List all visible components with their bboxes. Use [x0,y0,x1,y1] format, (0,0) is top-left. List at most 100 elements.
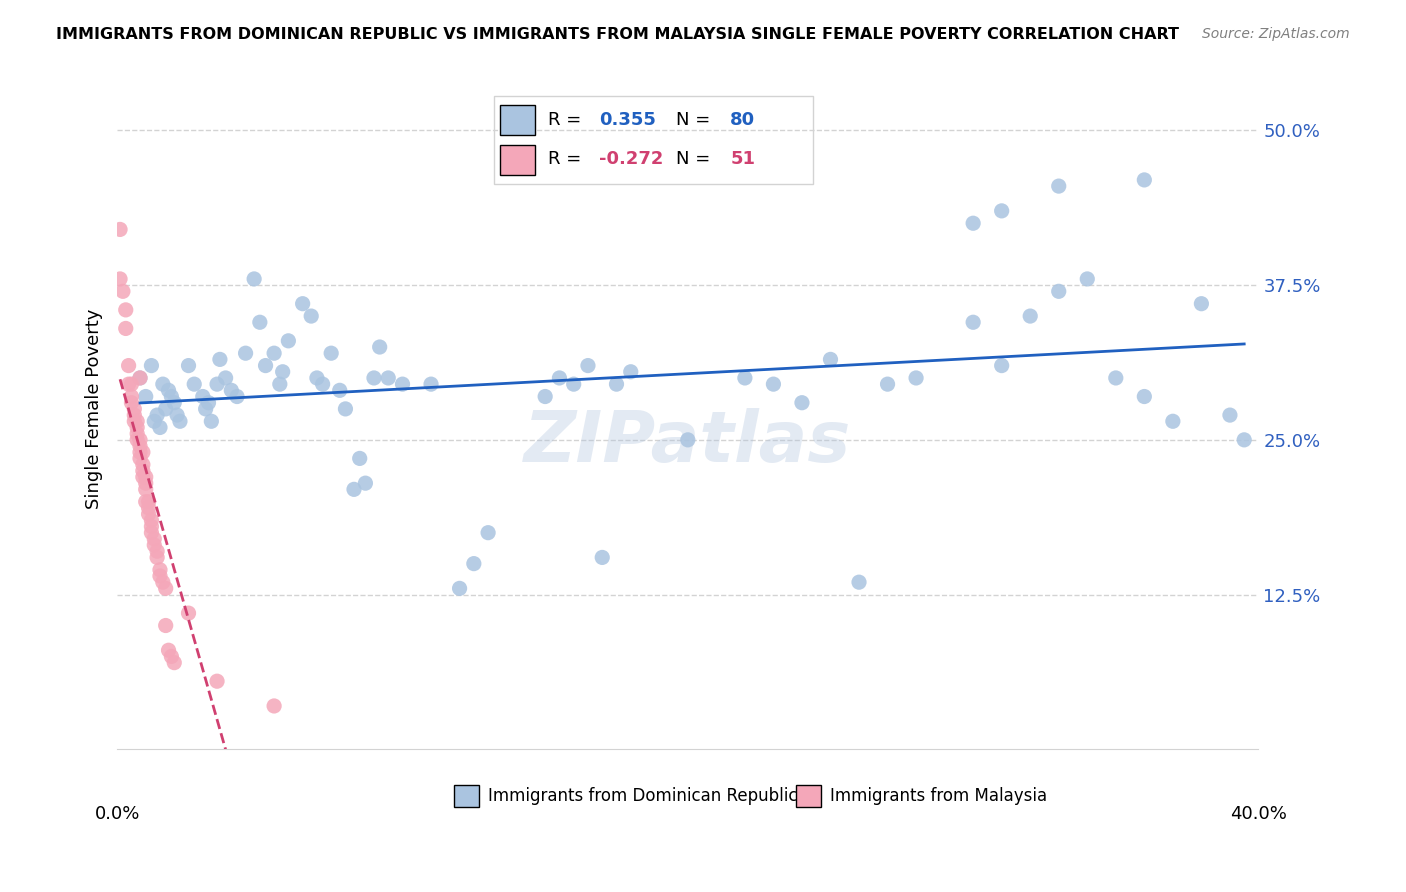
Point [205,377,228,392]
Point [143,538,166,552]
Point [368,340,391,354]
Point [152,575,174,590]
FancyBboxPatch shape [796,785,821,807]
Point [149,569,172,583]
Point [226,390,249,404]
Text: Source: ZipAtlas.com: Source: ZipAtlas.com [1202,27,1350,41]
Point [1133,390,1156,404]
Point [117,377,139,392]
Point [197,395,219,409]
Point [269,377,291,392]
Point [120,377,142,392]
Point [1019,309,1042,323]
Point [141,513,163,527]
Point [129,451,152,466]
Point [200,414,222,428]
Point [1161,414,1184,428]
Point [235,346,257,360]
Point [146,544,169,558]
Point [762,377,785,392]
Point [129,371,152,385]
Point [1047,285,1070,299]
Y-axis label: Single Female Poverty: Single Female Poverty [86,309,103,509]
Text: 0.0%: 0.0% [94,805,139,823]
Point [249,315,271,329]
Point [108,272,131,286]
Text: 40.0%: 40.0% [1230,805,1286,823]
Point [291,296,314,310]
Point [534,390,557,404]
Point [311,377,333,392]
Point [354,476,377,491]
Point [321,346,343,360]
Point [117,359,139,373]
Point [129,433,152,447]
Point [155,618,177,632]
Point [576,359,599,373]
Point [163,395,186,409]
Point [962,216,984,230]
Point [591,550,613,565]
Point [343,483,366,497]
Point [127,414,149,428]
Point [194,401,217,416]
Text: IMMIGRANTS FROM DOMINICAN REPUBLIC VS IMMIGRANTS FROM MALAYSIA SINGLE FEMALE POV: IMMIGRANTS FROM DOMINICAN REPUBLIC VS IM… [56,27,1180,42]
Point [114,321,136,335]
Point [129,371,152,385]
Point [160,649,183,664]
Point [155,401,177,416]
Point [129,445,152,459]
Point [111,285,134,299]
Point [135,390,157,404]
Point [132,445,155,459]
Point [271,365,294,379]
Point [163,656,186,670]
Point [127,426,149,441]
Point [138,500,160,515]
Point [166,408,188,422]
Point [449,582,471,596]
Point [463,557,485,571]
Point [208,352,231,367]
Point [177,606,200,620]
Point [1233,433,1256,447]
Point [349,451,371,466]
Point [127,433,149,447]
FancyBboxPatch shape [454,785,479,807]
Point [143,532,166,546]
Point [135,470,157,484]
Point [132,464,155,478]
Point [734,371,756,385]
Point [790,395,813,409]
Point [990,359,1012,373]
Point [548,371,571,385]
Point [477,525,499,540]
Point [135,483,157,497]
Point [243,272,266,286]
Point [146,408,169,422]
Point [143,414,166,428]
Point [108,222,131,236]
Point [363,371,385,385]
Point [876,377,898,392]
Point [277,334,299,348]
Point [141,525,163,540]
Point [141,519,163,533]
Point [676,433,699,447]
Point [263,346,285,360]
Point [1076,272,1098,286]
Point [138,494,160,508]
Point [138,507,160,521]
Point [114,302,136,317]
Point [183,377,205,392]
Point [191,390,214,404]
Point [263,698,285,713]
Point [157,384,180,398]
Point [605,377,627,392]
Point [377,371,399,385]
Point [157,643,180,657]
Point [120,395,142,409]
Point [221,384,243,398]
Point [420,377,443,392]
Text: ZIPatlas: ZIPatlas [524,409,852,477]
